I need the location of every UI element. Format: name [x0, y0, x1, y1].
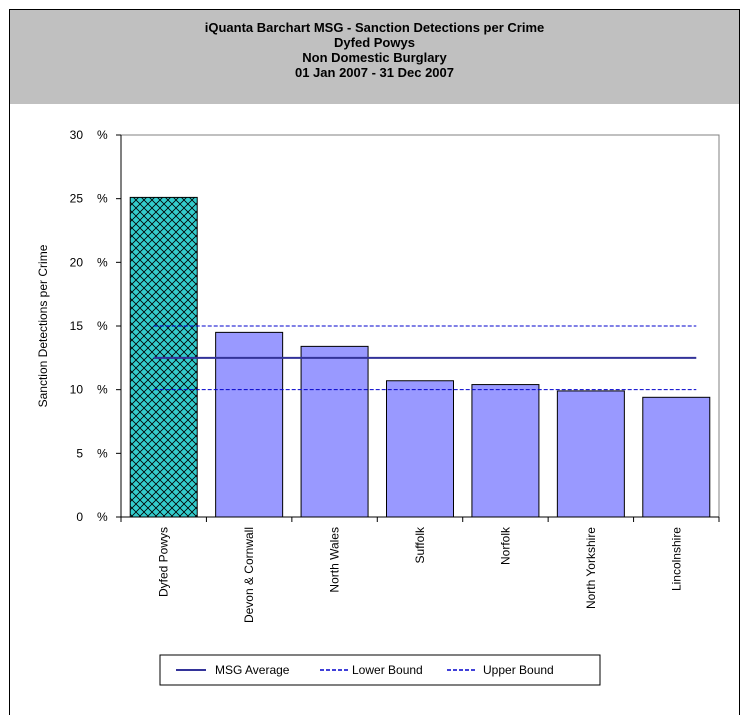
- bar: [471, 384, 540, 518]
- y-tick-label: 15: [70, 319, 84, 333]
- y-tick-unit: %: [97, 192, 108, 206]
- x-tick-label: North Wales: [328, 527, 342, 593]
- legend-box: [159, 654, 601, 686]
- y-tick-label: 0: [76, 510, 83, 524]
- chart-subtitle-crime-type: Non Domestic Burglary: [302, 50, 447, 65]
- x-tick-label: Norfolk: [498, 526, 512, 565]
- chart-title: iQuanta Barchart MSG - Sanction Detectio…: [204, 20, 545, 35]
- y-tick-unit: %: [97, 383, 108, 397]
- x-tick-label: North Yorkshire: [584, 527, 598, 609]
- y-tick-unit: %: [97, 255, 108, 269]
- x-tick-label: Devon & Cornwall: [242, 527, 256, 623]
- y-tick-label: 30: [70, 128, 84, 142]
- y-tick-unit: %: [97, 128, 108, 142]
- legend-label: Lower Bound: [352, 663, 423, 677]
- x-tick-label: Dyfed Powys: [157, 527, 171, 597]
- bar: [300, 345, 369, 518]
- legend-label: Upper Bound: [483, 663, 554, 677]
- y-axis-label: Sanction Detections per Crime: [36, 244, 50, 407]
- y-tick-unit: %: [97, 510, 108, 524]
- bar: [642, 396, 711, 518]
- chart-subtitle-force: Dyfed Powys: [334, 35, 415, 50]
- chart-header: iQuanta Barchart MSG - Sanction Detectio…: [10, 10, 739, 104]
- bar: [556, 390, 625, 518]
- x-tick-label: Suffolk: [413, 526, 427, 563]
- x-tick-label: Lincolnshire: [669, 527, 683, 591]
- bar: [215, 331, 284, 518]
- legend-label: MSG Average: [215, 663, 290, 677]
- y-tick-unit: %: [97, 319, 108, 333]
- y-tick-label: 10: [70, 383, 84, 397]
- y-tick-unit: %: [97, 446, 108, 460]
- chart-subtitle-date-range: 01 Jan 2007 - 31 Dec 2007: [294, 65, 454, 80]
- bar: [386, 380, 454, 518]
- y-tick-label: 20: [70, 255, 84, 269]
- y-tick-label: 5: [76, 446, 83, 460]
- y-tick-label: 25: [70, 192, 84, 206]
